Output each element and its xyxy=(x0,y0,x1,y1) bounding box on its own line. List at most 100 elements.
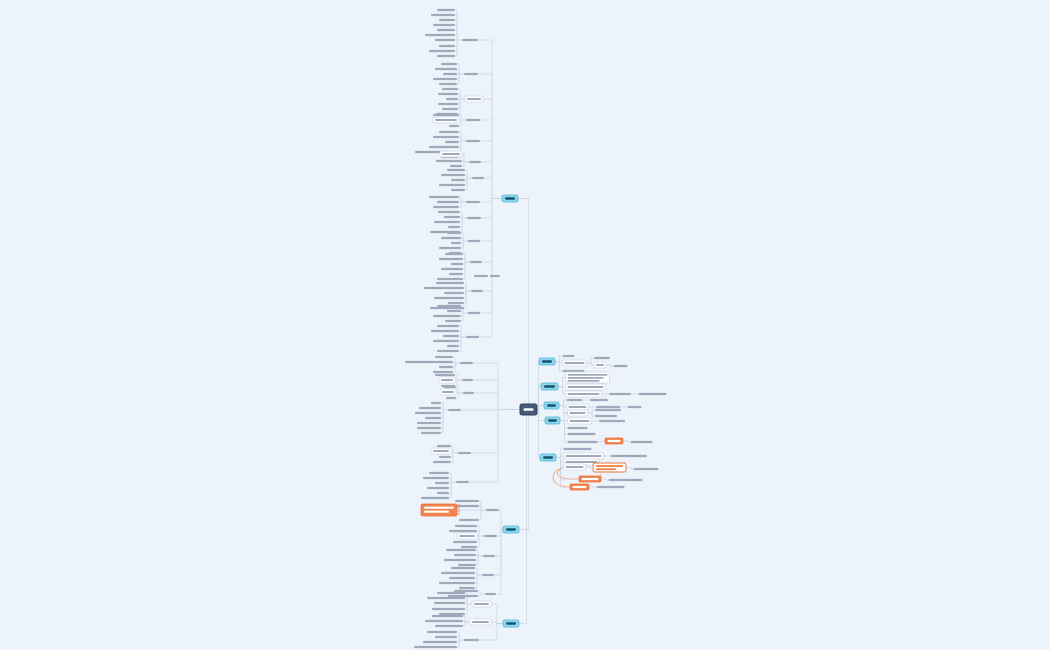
text-node[interactable] xyxy=(448,408,461,412)
text-node[interactable] xyxy=(436,159,462,163)
text-node[interactable] xyxy=(433,135,459,139)
text-node[interactable] xyxy=(463,391,474,395)
boxed-node[interactable] xyxy=(563,452,604,460)
text-node[interactable] xyxy=(482,573,494,577)
text-node[interactable] xyxy=(424,286,464,290)
text-node[interactable] xyxy=(567,426,588,430)
text-node[interactable] xyxy=(595,414,617,418)
text-node[interactable] xyxy=(594,356,610,360)
text-node[interactable] xyxy=(567,432,596,436)
text-node[interactable] xyxy=(448,594,478,598)
text-node[interactable] xyxy=(429,195,459,199)
text-node[interactable] xyxy=(427,596,465,600)
text-node[interactable] xyxy=(451,566,475,570)
text-node[interactable] xyxy=(425,33,455,37)
text-node[interactable] xyxy=(472,176,484,180)
highlight-node[interactable] xyxy=(578,475,602,483)
boxed-node[interactable] xyxy=(567,409,588,417)
text-node[interactable] xyxy=(433,205,459,209)
text-node[interactable] xyxy=(432,614,463,618)
text-node[interactable] xyxy=(444,215,460,219)
text-node[interactable] xyxy=(441,173,465,177)
text-node[interactable] xyxy=(446,97,458,101)
text-node[interactable] xyxy=(414,645,457,649)
text-node[interactable] xyxy=(451,241,461,245)
text-node[interactable] xyxy=(443,334,459,338)
text-node[interactable] xyxy=(444,385,456,389)
text-node[interactable] xyxy=(435,481,449,485)
text-node[interactable] xyxy=(453,540,477,544)
boxed-node[interactable] xyxy=(593,361,607,369)
text-node[interactable] xyxy=(434,220,460,224)
text-node[interactable] xyxy=(439,18,455,22)
text-node[interactable] xyxy=(449,272,463,276)
text-node[interactable] xyxy=(431,13,455,17)
text-node[interactable] xyxy=(449,576,475,580)
text-node[interactable] xyxy=(433,339,459,343)
text-node[interactable] xyxy=(437,324,459,328)
text-node[interactable] xyxy=(466,118,480,122)
topic-node[interactable] xyxy=(544,416,561,425)
text-node[interactable] xyxy=(421,496,449,500)
text-node[interactable] xyxy=(458,451,471,455)
text-node[interactable] xyxy=(438,92,458,96)
text-node[interactable] xyxy=(442,87,458,91)
text-node[interactable] xyxy=(467,216,481,220)
text-node[interactable] xyxy=(611,454,647,458)
text-node[interactable] xyxy=(432,607,465,611)
text-node[interactable] xyxy=(633,467,659,471)
text-node[interactable] xyxy=(441,62,457,66)
text-node[interactable] xyxy=(437,491,449,495)
topic-node[interactable] xyxy=(502,619,520,628)
text-node[interactable] xyxy=(451,188,465,192)
text-node[interactable] xyxy=(442,107,458,111)
text-node[interactable] xyxy=(599,419,625,423)
text-node[interactable] xyxy=(474,274,488,278)
text-node[interactable] xyxy=(456,480,469,484)
text-node[interactable] xyxy=(430,306,464,310)
boxed-node[interactable] xyxy=(439,388,457,396)
text-node[interactable] xyxy=(439,612,465,616)
text-node[interactable] xyxy=(419,406,441,410)
text-node[interactable] xyxy=(437,54,455,58)
boxed-node[interactable] xyxy=(432,116,460,124)
boxed-node[interactable] xyxy=(565,371,610,384)
topic-node[interactable] xyxy=(539,453,557,462)
text-node[interactable] xyxy=(437,28,455,32)
text-node[interactable] xyxy=(454,553,476,557)
text-node[interactable] xyxy=(455,499,479,503)
highlight-node[interactable] xyxy=(569,483,590,491)
boxed-node[interactable] xyxy=(563,463,586,471)
text-node[interactable] xyxy=(441,236,461,240)
text-node[interactable] xyxy=(596,405,620,409)
text-node[interactable] xyxy=(470,260,482,264)
text-node[interactable] xyxy=(434,601,465,605)
text-node[interactable] xyxy=(609,392,631,396)
text-node[interactable] xyxy=(433,23,455,27)
boxed-node[interactable] xyxy=(565,390,602,398)
text-node[interactable] xyxy=(445,140,459,144)
boxed-node[interactable] xyxy=(567,417,592,425)
text-node[interactable] xyxy=(449,529,477,533)
text-node[interactable] xyxy=(451,262,463,266)
text-node[interactable] xyxy=(485,592,496,596)
boxed-node[interactable] xyxy=(430,447,452,455)
text-node[interactable] xyxy=(443,72,457,76)
text-node[interactable] xyxy=(638,392,667,396)
text-node[interactable] xyxy=(469,160,481,164)
text-node[interactable] xyxy=(458,563,476,567)
text-node[interactable] xyxy=(468,311,480,315)
text-node[interactable] xyxy=(427,630,457,634)
text-node[interactable] xyxy=(447,168,465,172)
text-node[interactable] xyxy=(405,360,453,364)
text-node[interactable] xyxy=(462,378,473,382)
text-node[interactable] xyxy=(444,291,464,295)
text-node[interactable] xyxy=(433,370,453,374)
text-node[interactable] xyxy=(437,8,455,12)
text-node[interactable] xyxy=(415,411,441,415)
text-node[interactable] xyxy=(448,301,464,305)
text-node[interactable] xyxy=(450,164,462,168)
text-node[interactable] xyxy=(431,329,459,333)
